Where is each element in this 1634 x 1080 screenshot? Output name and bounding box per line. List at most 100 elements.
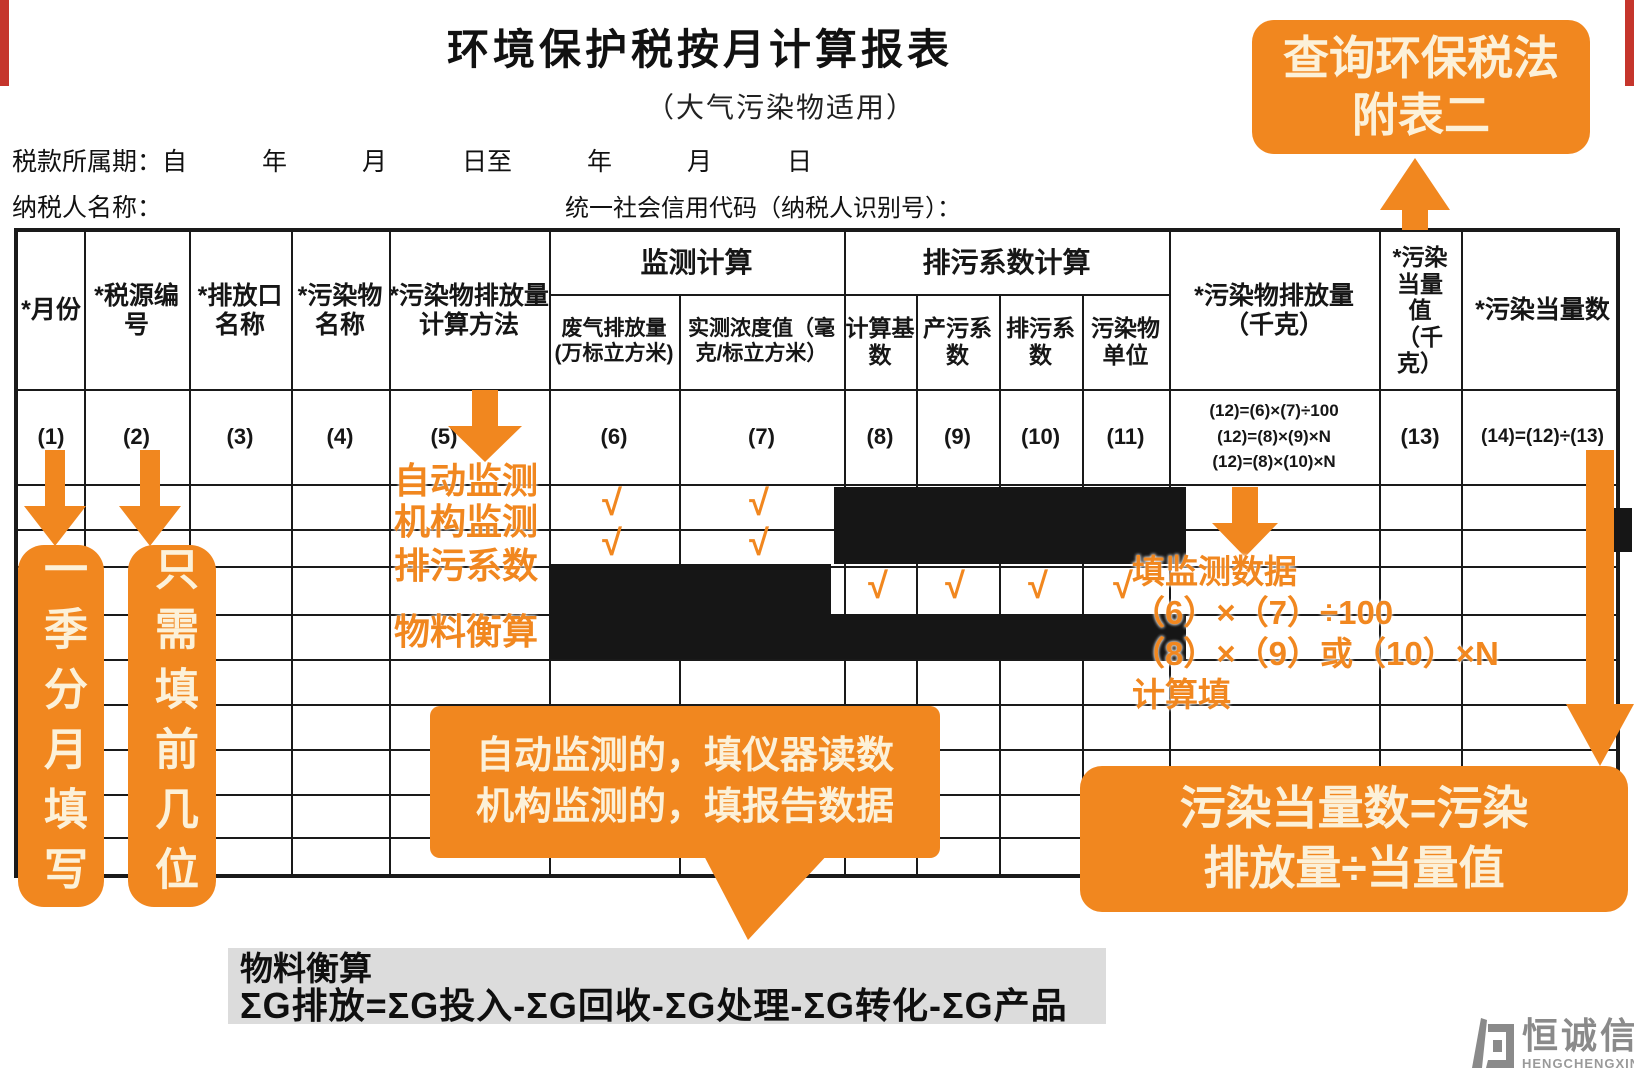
taxpayer-name-label: 纳税人名称： <box>12 194 163 222</box>
col-num-1: (1) <box>37 423 65 449</box>
group-header-monitoring: 监测计算 <box>640 246 753 278</box>
checkmark-coeff-col8: √ <box>868 565 888 606</box>
material-balance-title: 物料衡算 <box>240 950 372 987</box>
arrow-col14-shaft <box>1586 450 1614 704</box>
material-balance-formula: ΣG排放=ΣG投入-ΣG回收-ΣG处理-ΣG转化-ΣG产品 <box>240 985 1068 1026</box>
arrow-down-icon <box>1212 523 1278 560</box>
callout-equivalent-line1: 污染当量数=污染 <box>1179 782 1529 835</box>
callout-monitoring-line2: 机构监测的，填报告数据 <box>475 786 894 828</box>
arrow-col2-shaft <box>140 450 160 506</box>
tax-form-table: *月份 *税源编号 *排放口名称 *污染物名称 *污染物排放量计算方法 监测计算… <box>14 228 1620 878</box>
checkmark-auto-col6: √ <box>602 482 622 523</box>
method-label-discharge-coeff: 排污系数 <box>393 545 538 586</box>
formula-12c: (12)=(8)×(10)×N <box>1212 452 1336 472</box>
fill-note-line3: （8）×（9）或（10）×N <box>1132 635 1499 672</box>
arrow-up-icon <box>1380 155 1450 210</box>
checkmark-coeff-col10: √ <box>1028 565 1048 606</box>
col-header-calc-base: 计算基数 <box>845 315 915 368</box>
grid-line <box>1082 294 1084 874</box>
page-subtitle: （大气污染物适用） <box>645 92 916 123</box>
col-num-8: (8) <box>866 423 894 449</box>
logo-subtext: HENGCHENGXIN <box>1522 1056 1634 1071</box>
grid-line <box>549 232 551 874</box>
col-header-outlet-name: *排放口名称 <box>197 281 283 339</box>
col-num-13: (13) <box>1400 423 1440 449</box>
left-edge-red-strip <box>0 0 9 86</box>
grid-line <box>18 529 1616 531</box>
callout-tail-icon <box>702 852 830 940</box>
col-header-exhaust-volume: 废气排放量(万标立方米) <box>554 317 674 365</box>
callout-lookup-line2: 附表二 <box>1352 89 1490 141</box>
col-num-10: (10) <box>1020 423 1061 449</box>
arrow-col12-shaft <box>1232 487 1258 523</box>
formula-12a: (12)=(6)×(7)÷100 <box>1209 401 1339 421</box>
col-header-equivalent-value: *污染当量值（千克） <box>1392 244 1448 377</box>
grid-line <box>549 294 1169 296</box>
col-header-equivalent-number: *污染当量数 <box>1475 296 1610 325</box>
col-num-2: (2) <box>123 423 150 449</box>
black-band-row4-right <box>831 614 1186 659</box>
logo-text-block: 恒诚信 HENGCHENGXIN <box>1522 1015 1634 1072</box>
logo-mark-icon <box>1472 1018 1514 1068</box>
fill-note-line2: （6）×（7）÷100 <box>1132 594 1394 631</box>
pill-quarterly-note: 一季分月填写 <box>18 545 104 907</box>
checkmark-coeff-col11: √ <box>1113 565 1133 606</box>
arrow-down-icon <box>1566 704 1634 769</box>
fill-note-line4: 计算填 <box>1132 676 1231 713</box>
col-num-9: (9) <box>944 423 971 449</box>
fill-monitoring-note: 填监测数据 （6）×（7）÷100 （8）×（9）或（10）×N 计算填 <box>1132 551 1634 715</box>
col-header-pollutant-unit: 污染物单位 <box>1091 315 1160 368</box>
checkmark-agency-col6: √ <box>602 522 622 563</box>
callout-equivalent-line2: 排放量÷当量值 <box>1203 842 1505 894</box>
col-header-measured-concentration: 实测浓度值（毫克/标立方米） <box>688 317 835 365</box>
col-num-6: (6) <box>600 423 628 449</box>
col-header-calc-method: *污染物排放量计算方法 <box>389 281 549 339</box>
page-title: 环境保护税按月计算报表 <box>446 26 953 73</box>
grid-line <box>18 389 1616 391</box>
callout-equivalent-formula: 污染当量数=污染 排放量÷当量值 <box>1080 766 1628 912</box>
grid-line <box>18 704 1616 706</box>
material-balance-box: 物料衡算 ΣG排放=ΣG投入-ΣG回收-ΣG处理-ΣG转化-ΣG产品 <box>228 948 1106 1026</box>
arrow-down-icon <box>119 506 181 549</box>
grid-line <box>389 232 391 874</box>
col-num-4: (4) <box>326 423 354 449</box>
grid-line <box>18 659 1616 661</box>
callout-lookup-line1: 查询环保税法 <box>1283 31 1559 84</box>
col-num-7: (7) <box>748 423 775 449</box>
col-num-14: (14)=(12)÷(13) <box>1481 425 1604 447</box>
arrow-down-icon <box>24 506 86 549</box>
hengchengxin-logo: 恒诚信 HENGCHENGXIN <box>1468 1016 1634 1071</box>
method-label-auto-monitoring: 自动监测 <box>393 460 538 501</box>
col-header-tax-source: *税源编号 <box>94 281 179 339</box>
callout-lookup-appendix: 查询环保税法 附表二 <box>1252 20 1590 154</box>
right-edge-red-strip <box>1625 0 1634 86</box>
grid-line <box>1379 232 1381 874</box>
right-edge-black-tab <box>1612 508 1632 552</box>
checkmark-coeff-col9: √ <box>945 565 965 606</box>
logo-name: 恒诚信 <box>1522 1015 1634 1056</box>
callout-monitoring-fill: 自动监测的，填仪器读数 机构监测的，填报告数据 <box>430 706 940 858</box>
grid-line <box>916 294 918 874</box>
grid-line <box>291 232 293 874</box>
grid-line <box>999 294 1001 874</box>
black-band-rows12 <box>834 487 1186 564</box>
pill-prefix-note: 只需填前几位 <box>128 545 216 907</box>
arrow-col1-shaft <box>45 450 65 506</box>
col-header-production-coeff: 产污系数 <box>923 315 992 368</box>
tax-period-line: 税款所属期：自 年 月 日至 年 月 日 <box>12 148 813 176</box>
arrow-col5-shaft <box>472 390 498 426</box>
formula-12b: (12)=(8)×(9)×N <box>1217 426 1331 446</box>
credit-code-label: 统一社会信用代码（纳税人识别号）： <box>565 195 961 222</box>
fill-note-line1: 填监测数据 <box>1132 553 1297 590</box>
col-header-pollutant-name: *污染物名称 <box>297 281 383 339</box>
group-header-coefficient: 排污系数计算 <box>922 246 1091 278</box>
col-header-emission-amount: *污染物排放量（千克） <box>1194 281 1354 339</box>
arrow-down-icon <box>448 426 522 465</box>
col-num-12-formulas: (12)=(6)×(7)÷100 (12)=(8)×(9)×N (12)=(8)… <box>1169 389 1379 484</box>
checkmark-agency-col7: √ <box>749 522 769 563</box>
col-num-3: (3) <box>226 423 254 449</box>
black-band-rows34-left <box>549 564 831 659</box>
grid-line <box>1461 232 1463 874</box>
checkmark-auto-col7: √ <box>749 482 769 523</box>
